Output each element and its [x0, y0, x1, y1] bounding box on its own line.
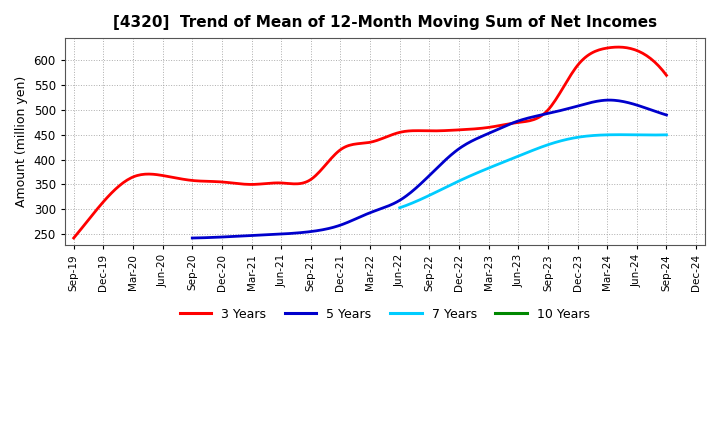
Legend: 3 Years, 5 Years, 7 Years, 10 Years: 3 Years, 5 Years, 7 Years, 10 Years [175, 303, 595, 326]
Y-axis label: Amount (million yen): Amount (million yen) [15, 76, 28, 207]
Title: [4320]  Trend of Mean of 12-Month Moving Sum of Net Incomes: [4320] Trend of Mean of 12-Month Moving … [113, 15, 657, 30]
